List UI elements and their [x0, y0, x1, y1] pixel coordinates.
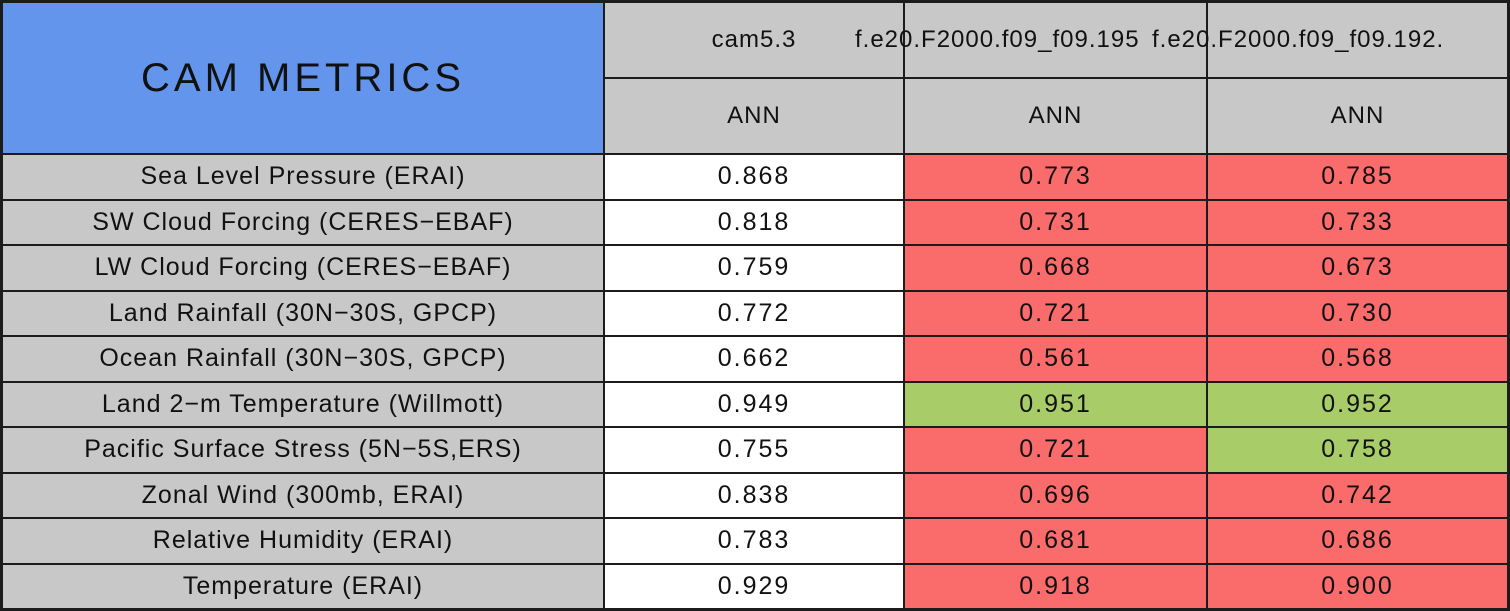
season-cell-run2: ANN — [1208, 79, 1507, 153]
table-title: CAM METRICS — [141, 55, 465, 100]
metric-value: 0.759 — [605, 246, 905, 290]
metric-label: Zonal Wind (300mb, ERAI) — [3, 473, 605, 517]
metric-value: 0.673 — [1208, 246, 1507, 290]
table-row: Temperature (ERAI) 0.929 0.918 0.900 — [3, 562, 1507, 608]
metric-value: 0.949 — [605, 382, 905, 426]
season-label: ANN — [1330, 102, 1385, 129]
metric-label: Ocean Rainfall (30N−30S, GPCP) — [3, 337, 605, 381]
metric-value: 0.785 — [1208, 155, 1507, 199]
metric-value: 0.662 — [605, 337, 905, 381]
metric-value: 0.772 — [605, 291, 905, 335]
season-label: ANN — [1028, 102, 1083, 129]
metric-value: 0.783 — [605, 519, 905, 563]
column-header-run1 — [905, 3, 1208, 77]
column-name-run1: f.e20.F2000.f09_f09.195 — [855, 26, 1140, 53]
metric-value: 0.686 — [1208, 519, 1507, 563]
table-row: Ocean Rainfall (30N−30S, GPCP) 0.662 0.561… — [3, 335, 1507, 381]
column-name-cam53: cam5.3 — [711, 26, 797, 53]
metric-value: 0.730 — [1208, 291, 1507, 335]
metric-label: Sea Level Pressure (ERAI) — [3, 155, 605, 199]
metric-value: 0.568 — [1208, 337, 1507, 381]
season-cell-run1: ANN — [905, 79, 1208, 153]
metric-value: 0.733 — [1208, 200, 1507, 244]
table-row: Pacific Surface Stress (5N−5S,ERS) 0.755 0… — [3, 426, 1507, 472]
metric-value: 0.755 — [605, 428, 905, 472]
metric-label: LW Cloud Forcing (CERES−EBAF) — [3, 246, 605, 290]
metric-value: 0.838 — [605, 473, 905, 517]
metric-value: 0.696 — [905, 473, 1208, 517]
season-label: ANN — [727, 102, 781, 129]
column-name-run2: f.e20.F2000.f09_f09.192. — [1152, 26, 1445, 53]
table-row: Sea Level Pressure (ERAI) 0.868 0.773 0.785 — [3, 155, 1507, 199]
metrics-rows: Sea Level Pressure (ERAI) 0.868 0.773 0.785… — [3, 155, 1507, 608]
metric-value: 0.681 — [905, 519, 1208, 563]
table-row: Land 2−m Temperature (Willmott) 0.949 0.95… — [3, 380, 1507, 426]
metric-value: 0.561 — [905, 337, 1208, 381]
metric-label: Relative Humidity (ERAI) — [3, 519, 605, 563]
table-title-cell: CAM METRICS — [3, 3, 605, 153]
metric-value: 0.731 — [905, 200, 1208, 244]
metric-value: 0.900 — [1208, 564, 1507, 608]
metric-value: 0.951 — [905, 382, 1208, 426]
metric-value: 0.929 — [605, 564, 905, 608]
season-row: ANN ANN ANN — [605, 79, 1507, 153]
metric-label: SW Cloud Forcing (CERES−EBAF) — [3, 200, 605, 244]
metric-value: 0.721 — [905, 428, 1208, 472]
metric-value: 0.868 — [605, 155, 905, 199]
table-row: Land Rainfall (30N−30S, GPCP) 0.772 0.721 0… — [3, 289, 1507, 335]
metric-value: 0.721 — [905, 291, 1208, 335]
metric-value: 0.742 — [1208, 473, 1507, 517]
metric-value: 0.918 — [905, 564, 1208, 608]
metric-value: 0.668 — [905, 246, 1208, 290]
model-names-row: cam5.3 — [605, 3, 1507, 79]
table-row: Relative Humidity (ERAI) 0.783 0.681 0.686 — [3, 517, 1507, 563]
table-row: LW Cloud Forcing (CERES−EBAF) 0.759 0.668 0… — [3, 244, 1507, 290]
metric-value: 0.773 — [905, 155, 1208, 199]
table-header: CAM METRICS cam5.3 ANN ANN ANN — [3, 3, 1507, 155]
metric-label: Pacific Surface Stress (5N−5S,ERS) — [3, 428, 605, 472]
table-row: SW Cloud Forcing (CERES−EBAF) 0.818 0.731 0… — [3, 198, 1507, 244]
metric-value: 0.758 — [1208, 428, 1507, 472]
metric-label: Temperature (ERAI) — [3, 564, 605, 608]
season-cell-cam53: ANN — [605, 79, 905, 153]
table-row: Zonal Wind (300mb, ERAI) 0.838 0.696 0.742 — [3, 471, 1507, 517]
metric-value: 0.818 — [605, 200, 905, 244]
metric-value: 0.952 — [1208, 382, 1507, 426]
column-header-cam53: cam5.3 — [605, 3, 905, 77]
metric-label: Land 2−m Temperature (Willmott) — [3, 382, 605, 426]
model-columns-header: cam5.3 ANN ANN ANN — [605, 3, 1507, 153]
metric-label: Land Rainfall (30N−30S, GPCP) — [3, 291, 605, 335]
